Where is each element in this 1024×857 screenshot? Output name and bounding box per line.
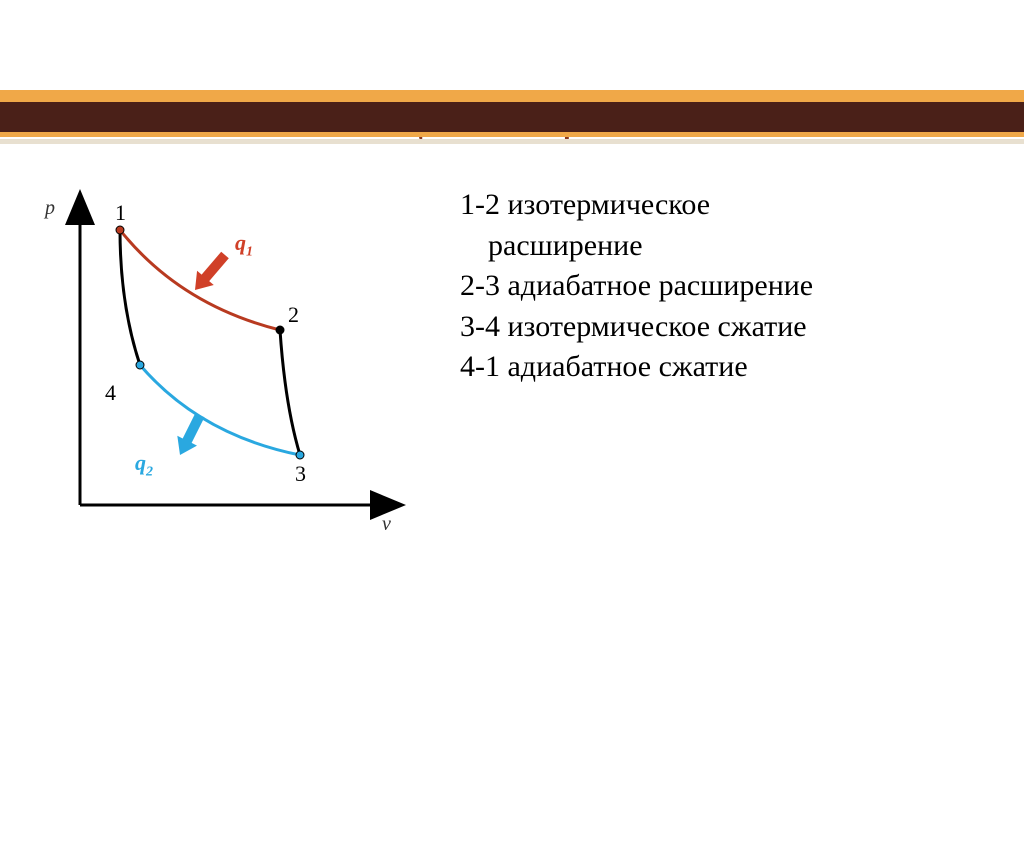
heat-label-q1: q1 [235, 230, 253, 260]
process-1-2: 1-2 изотермическое [460, 185, 1004, 226]
carnot-diagram: p v 1 2 3 4 q1 q2 [20, 175, 440, 555]
point-label-3: 3 [295, 461, 306, 487]
process-3-4: 3-4 изотермическое сжатие [460, 307, 1004, 348]
process-4-1: 4-1 адиабатное сжатие [460, 347, 1004, 388]
y-axis-label: p [45, 197, 55, 220]
point-label-2: 2 [288, 302, 299, 328]
process-1-2-cont: расширение [460, 226, 1004, 267]
process-2-3: 2-3 адиабатное расширение [460, 266, 1004, 307]
decor-bar-2 [0, 102, 1024, 132]
point-label-4: 4 [105, 380, 116, 406]
decor-bar-4 [0, 139, 1024, 144]
process-list: 1-2 изотермическое расширение 2-3 адиаба… [440, 175, 1004, 555]
point-label-1: 1 [115, 200, 126, 226]
heat-label-q2: q2 [135, 450, 153, 480]
x-axis-label: v [382, 513, 391, 536]
decor-bar-3 [0, 132, 1024, 137]
decor-bar-1 [0, 90, 1024, 102]
